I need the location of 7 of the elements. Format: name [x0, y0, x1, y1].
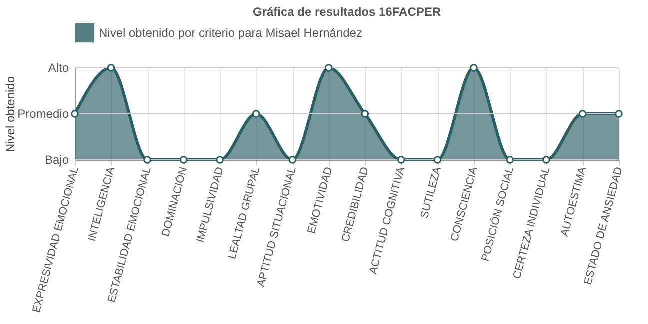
x-tick-label: LEALTAD GRUPAL	[226, 166, 263, 261]
text: Promedio	[18, 107, 70, 121]
chart-title: Gráfica de resultados 16FACPER	[252, 5, 442, 19]
legend-label: Nivel obtenido por criterio para Misael Hernández	[99, 26, 362, 40]
y-axis-title: Nivel obtenido	[4, 76, 18, 153]
text: Alto	[48, 61, 70, 75]
text: Bajo	[44, 153, 70, 167]
